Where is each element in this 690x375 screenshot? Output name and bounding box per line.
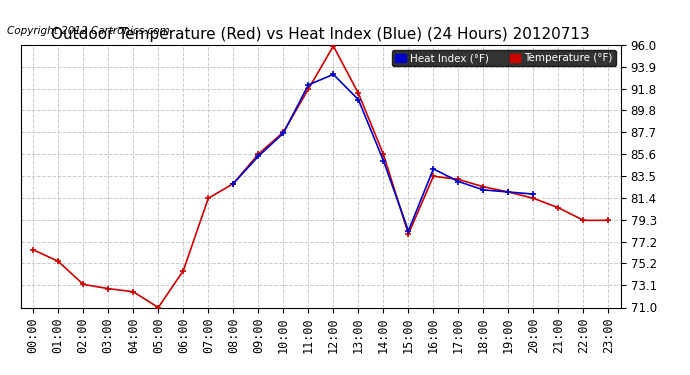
Text: Copyright 2012 Cartronics.com: Copyright 2012 Cartronics.com [7, 26, 170, 36]
Title: Outdoor Temperature (Red) vs Heat Index (Blue) (24 Hours) 20120713: Outdoor Temperature (Red) vs Heat Index … [52, 27, 590, 42]
Legend: Heat Index (°F), Temperature (°F): Heat Index (°F), Temperature (°F) [393, 50, 615, 66]
